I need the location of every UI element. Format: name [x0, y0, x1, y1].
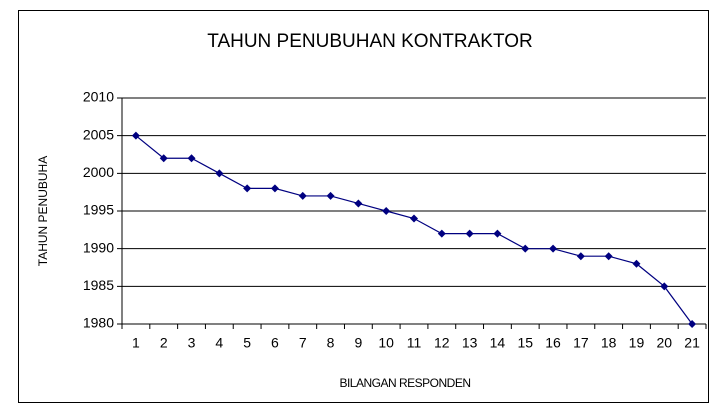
y-tick-label: 2000 [83, 164, 114, 180]
data-point [437, 229, 446, 238]
x-tick-label: 6 [271, 335, 279, 351]
x-tick-label: 14 [490, 335, 506, 351]
y-axis-label: TAHUN PENUBUHA [36, 156, 50, 266]
data-point [688, 320, 697, 328]
x-tick-label: 13 [462, 335, 478, 351]
x-tick-label: 20 [656, 335, 672, 351]
x-tick-label: 2 [160, 335, 168, 351]
x-tick-label: 15 [517, 335, 533, 351]
data-point [215, 169, 224, 178]
x-tick-label: 21 [684, 335, 700, 351]
data-point [270, 184, 279, 193]
data-point [632, 259, 641, 268]
y-tick-label: 1980 [83, 315, 114, 331]
y-tick-label: 1995 [83, 202, 114, 218]
x-axis-label: BILANGAN RESPONDEN [339, 376, 470, 390]
x-tick-label: 4 [215, 335, 223, 351]
data-point [187, 154, 196, 163]
y-tick-label: 2005 [83, 126, 114, 142]
data-point [604, 252, 613, 261]
data-point [326, 191, 335, 200]
data-point [354, 199, 363, 208]
x-tick-label: 3 [188, 335, 196, 351]
x-tick-label: 17 [573, 335, 589, 351]
data-point [521, 244, 530, 253]
data-point [298, 191, 307, 200]
chart-border [18, 10, 709, 403]
x-tick-label: 5 [243, 335, 251, 351]
data-point [660, 282, 669, 291]
data-point [159, 154, 168, 163]
data-point [131, 131, 140, 140]
x-tick-label: 8 [327, 335, 335, 351]
x-tick-label: 10 [378, 335, 394, 351]
chart-title: TAHUN PENUBUHAN KONTRAKTOR [207, 31, 533, 52]
data-point [465, 229, 474, 238]
x-tick-label: 16 [545, 335, 561, 351]
x-tick-label: 9 [354, 335, 362, 351]
x-tick-label: 18 [601, 335, 617, 351]
y-tick-label: 2010 [83, 89, 114, 105]
y-tick-label: 1985 [83, 277, 114, 293]
data-point [243, 184, 252, 193]
x-tick-label: 11 [407, 335, 422, 351]
x-tick-label: 7 [299, 335, 307, 351]
data-point [576, 252, 585, 261]
x-tick-label: 12 [434, 335, 450, 351]
x-tick-label: 1 [132, 335, 140, 351]
x-tick-label: 19 [629, 335, 645, 351]
data-point [410, 214, 418, 223]
data-point [382, 207, 391, 215]
data-point [493, 229, 502, 238]
data-point [549, 244, 558, 253]
y-tick-label: 1990 [83, 239, 114, 255]
